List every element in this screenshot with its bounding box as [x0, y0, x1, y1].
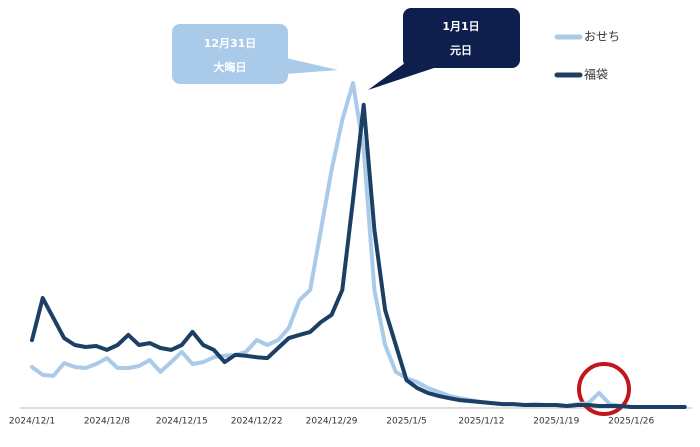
highlight-circle — [577, 362, 631, 416]
x-tick-label: 2024/12/22 — [231, 417, 283, 427]
callout-text: 12月31日 — [204, 37, 257, 50]
series-line — [30, 102, 687, 409]
x-tick-label: 2025/1/26 — [608, 417, 654, 427]
plot — [30, 81, 687, 409]
legend-label: おせち — [584, 30, 620, 44]
callout-box — [403, 8, 520, 68]
x-tick-label: 2024/12/8 — [84, 417, 130, 427]
x-tick-label: 2025/1/19 — [533, 417, 579, 427]
callout-text: 元日 — [450, 44, 472, 57]
x-tick-label: 2024/12/15 — [156, 417, 208, 427]
callout-pointer — [286, 58, 338, 74]
callout-pointer — [368, 52, 440, 90]
x-tick-label: 2025/1/5 — [386, 417, 426, 427]
x-tick-label: 2024/12/1 — [9, 417, 55, 427]
x-tick-label: 2025/1/12 — [458, 417, 504, 427]
callout-text: 1月1日 — [442, 20, 479, 33]
x-tick-label: 2024/12/29 — [306, 417, 358, 427]
callout: 12月31日 大晦日 — [172, 24, 338, 84]
legend-label: 福袋 — [584, 67, 608, 82]
series-line — [30, 81, 687, 409]
callout-text: 大晦日 — [214, 60, 247, 74]
callout-box — [172, 24, 288, 84]
callout: 1月1日 元日 — [368, 8, 520, 90]
